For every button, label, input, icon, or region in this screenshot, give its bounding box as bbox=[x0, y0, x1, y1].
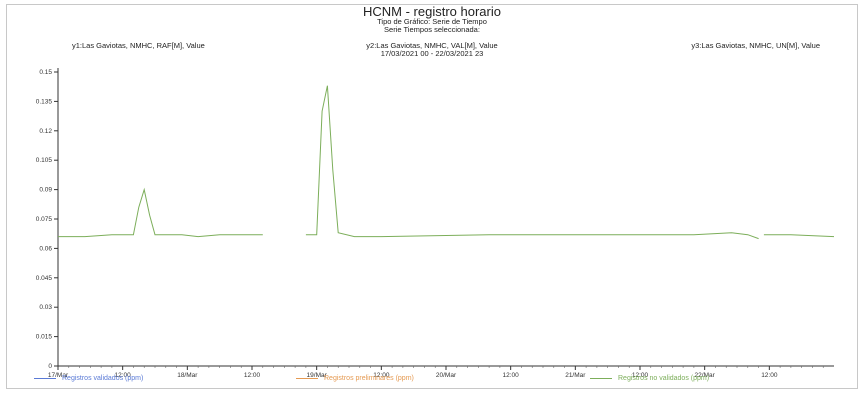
x-tick-label-5: 12:00 bbox=[373, 372, 390, 379]
series-0-line-segment-1 bbox=[305, 85, 759, 240]
y-tick-label-4: 0.06 bbox=[39, 245, 52, 252]
chart-frame bbox=[6, 4, 858, 389]
x-tick-label-1: 12:00 bbox=[115, 372, 132, 379]
legend-item-preliminares: Registros preliminares (ppm) bbox=[296, 375, 414, 382]
legend-label-validados: Registros validados (ppm) bbox=[62, 375, 144, 382]
legend-swatch-preliminares bbox=[296, 377, 318, 379]
x-tick-label-4: 19/Mar bbox=[307, 372, 328, 379]
chart-title: HCNM - registro horario bbox=[363, 4, 501, 19]
legend-item-no-validados: Registros no validados (ppm) bbox=[590, 375, 709, 382]
y-tick-label-10: 0.15 bbox=[39, 69, 52, 76]
x-tick-label-8: 21/Mar bbox=[565, 372, 586, 379]
x-tick-label-6: 20/Mar bbox=[436, 372, 457, 379]
y-tick-label-7: 0.105 bbox=[36, 157, 53, 164]
series-header-y2: y2:Las Gaviotas, NMHC, VAL[M], Value bbox=[366, 41, 498, 50]
y-tick-label-9: 0.135 bbox=[36, 98, 53, 105]
legend-label-no-validados: Registros no validados (ppm) bbox=[618, 375, 710, 382]
date-range-label: 17/03/2021 00 - 22/03/2021 23 bbox=[380, 49, 484, 58]
legend-label-preliminares: Registros preliminares (ppm) bbox=[324, 375, 414, 382]
y-tick-label-5: 0.075 bbox=[36, 216, 53, 223]
y-tick-label-8: 0.12 bbox=[39, 128, 52, 135]
legend-item-validados: Registros validados (ppm) bbox=[34, 375, 143, 382]
x-tick-label-7: 12:00 bbox=[503, 372, 520, 379]
x-tick-label-2: 18/Mar bbox=[177, 372, 198, 379]
y-tick-label-1: 0.015 bbox=[36, 334, 53, 341]
series-header-y3: y3:Las Gaviotas, NMHC, UN[M], Value bbox=[691, 41, 820, 50]
chart-type-label: Tipo de Gráfico: Serie de Tiempo bbox=[377, 17, 487, 26]
legend-swatch-validados bbox=[34, 377, 56, 379]
x-tick-label-10: 22/Mar bbox=[695, 372, 716, 379]
series-0-line-segment-0 bbox=[58, 187, 263, 238]
x-tick-label-3: 12:00 bbox=[244, 372, 261, 379]
y-tick-label-6: 0.09 bbox=[39, 187, 52, 194]
legend-swatch-no-validados bbox=[590, 377, 612, 379]
y-tick-label-3: 0.045 bbox=[36, 275, 53, 282]
series-0-line-segment-2 bbox=[763, 234, 835, 238]
x-tick-label-11: 12:00 bbox=[761, 372, 778, 379]
y-tick-label-2: 0.03 bbox=[39, 304, 52, 311]
y-tick-label-0: 0 bbox=[48, 363, 52, 370]
series-selected-label: Serie Tiempos seleccionada: bbox=[384, 25, 480, 34]
x-tick-label-0: 17/Mar bbox=[48, 372, 69, 379]
x-tick-label-9: 12:00 bbox=[632, 372, 649, 379]
series-header-y1: y1:Las Gaviotas, NMHC, RAF[M], Value bbox=[72, 41, 205, 50]
